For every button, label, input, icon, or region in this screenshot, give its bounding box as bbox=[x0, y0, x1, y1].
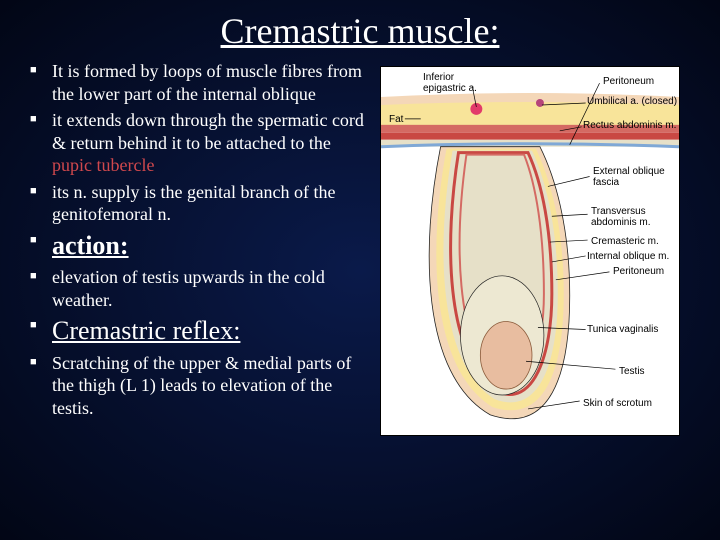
bullet-list: It is formed by loops of muscle fibres f… bbox=[30, 60, 370, 419]
diagram-label: Peritoneum bbox=[603, 77, 654, 88]
bullet-text: it extends down through the spermatic co… bbox=[52, 110, 364, 153]
bullet-item: it extends down through the spermatic co… bbox=[30, 109, 370, 177]
diagram-label: Inferiorepigastric a. bbox=[423, 73, 477, 94]
diagram-label: External obliquefascia bbox=[593, 167, 665, 188]
diagram-label: Tunica vaginalis bbox=[587, 325, 658, 336]
bullet-item: its n. supply is the genital branch of t… bbox=[30, 181, 370, 226]
bullet-item: Scratching of the upper & medial parts o… bbox=[30, 352, 370, 420]
bullet-text: It is formed by loops of muscle fibres f… bbox=[52, 61, 362, 104]
bullet-item: action: bbox=[30, 230, 370, 263]
bullet-text: pupic tubercle bbox=[52, 155, 154, 175]
diagram-label: Transversusabdominis m. bbox=[591, 207, 650, 228]
bullet-item: elevation of testis upwards in the cold … bbox=[30, 266, 370, 311]
bullet-heading: action: bbox=[52, 231, 129, 260]
bullet-text: its n. supply is the genital branch of t… bbox=[52, 182, 335, 225]
bullet-item: It is formed by loops of muscle fibres f… bbox=[30, 60, 370, 105]
bullet-text: elevation of testis upwards in the cold … bbox=[52, 267, 325, 310]
bullet-heading: Cremastric reflex: bbox=[52, 316, 240, 345]
slide-title: Cremastric muscle: bbox=[0, 0, 720, 60]
diagram-label: Rectus abdominis m. bbox=[583, 121, 676, 132]
diagram-column: Inferiorepigastric a. Fat Peritoneum Umbili… bbox=[380, 60, 700, 436]
text-column: It is formed by loops of muscle fibres f… bbox=[30, 60, 380, 436]
diagram-label: Umbilical a. (closed) bbox=[587, 97, 677, 108]
diagram-label: Internal oblique m. bbox=[587, 252, 669, 263]
diagram-label: Testis bbox=[619, 367, 645, 378]
diagram-label: Skin of scrotum bbox=[583, 399, 652, 410]
content-row: It is formed by loops of muscle fibres f… bbox=[0, 60, 720, 436]
diagram-label: Cremasteric m. bbox=[591, 237, 659, 248]
bullet-item: Cremastric reflex: bbox=[30, 315, 370, 348]
bullet-text: Scratching of the upper & medial parts o… bbox=[52, 353, 351, 418]
diagram-label: Fat bbox=[389, 115, 403, 126]
anatomy-diagram: Inferiorepigastric a. Fat Peritoneum Umbili… bbox=[380, 66, 680, 436]
diagram-label: Peritoneum bbox=[613, 267, 664, 278]
